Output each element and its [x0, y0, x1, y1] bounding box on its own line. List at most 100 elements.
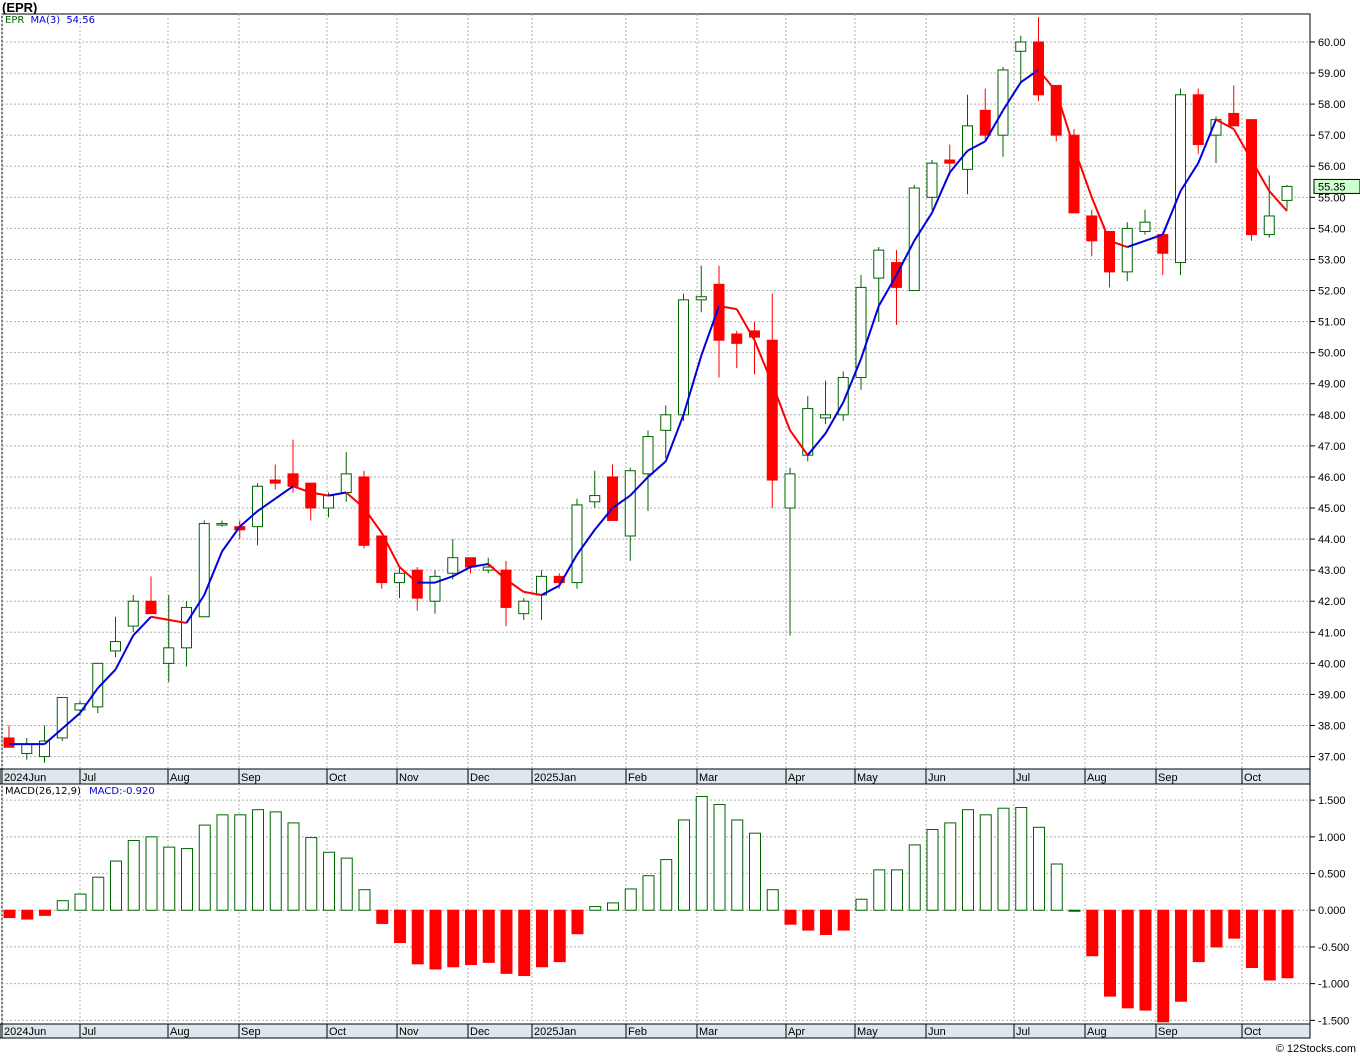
- ma-line-segment: [913, 212, 933, 242]
- ma-line-segment: [1232, 128, 1253, 161]
- macd-tick-label: -1.000: [1318, 979, 1349, 991]
- ma-line-segment: [43, 727, 63, 745]
- macd-bar: [411, 909, 424, 965]
- ma-line-segment: [611, 494, 631, 509]
- date-tick-label: Sep: [241, 772, 261, 784]
- macd-bar: [553, 909, 566, 963]
- candle-body: [1228, 112, 1240, 127]
- candle-body: [553, 575, 565, 584]
- candle-body: [56, 697, 68, 739]
- ma-line-segment: [860, 305, 880, 360]
- price-tick-label: 42.00: [1318, 596, 1346, 608]
- date-tick-label: Jul: [1016, 772, 1030, 784]
- ma-line-segment: [541, 584, 560, 596]
- macd-bar: [21, 909, 34, 920]
- macd-bar: [660, 859, 673, 911]
- macd-bar: [873, 869, 886, 911]
- candle-body: [127, 600, 139, 627]
- candle-body: [1121, 227, 1133, 273]
- candle-body: [305, 482, 317, 509]
- macd-bar: [323, 851, 335, 911]
- macd-bar: [429, 909, 442, 970]
- macd-bar: [695, 795, 708, 911]
- legend-ma-label: MA(3): [30, 15, 61, 26]
- macd-y-axis: -1.500 -1.000 -0.500 0.000 0.500 1.000 1.500: [1310, 795, 1349, 1027]
- ma-line-segment: [61, 712, 81, 730]
- macd-bar: [340, 857, 353, 911]
- candle-body: [820, 414, 831, 419]
- candle-body: [571, 504, 583, 584]
- macd-bar: [465, 909, 477, 966]
- price-tick-label: 53.00: [1318, 254, 1346, 266]
- macd-bar: [908, 844, 921, 911]
- price-tick-label: 43.00: [1318, 565, 1346, 577]
- candle-body: [802, 408, 814, 456]
- macd-bar: [110, 860, 122, 911]
- candle-body: [376, 535, 388, 584]
- date-tick-label: Sep: [241, 1026, 261, 1038]
- macd-bar: [642, 875, 655, 911]
- date-axis-bottom: 2024Jun Jul Aug Sep Oct Nov Dec 2025Jan Feb Mar Ap…: [0, 1023, 1311, 1039]
- macd-bar: [1246, 909, 1258, 968]
- ma-line-segment: [150, 615, 169, 621]
- macd-tick-label: 0.000: [1318, 905, 1346, 917]
- macd-bar: [252, 809, 264, 911]
- candle-body: [269, 479, 281, 484]
- macd-bar: [607, 902, 619, 911]
- price-tick-label: 58.00: [1318, 99, 1346, 111]
- macd-bar: [891, 869, 903, 911]
- price-tick-label: 55.00: [1318, 192, 1346, 204]
- macd-bar: [1104, 909, 1116, 997]
- ma-line-segment: [434, 575, 454, 584]
- date-tick-label: Aug: [170, 772, 190, 784]
- macd-bar: [518, 909, 531, 977]
- ma-line-segment: [132, 616, 152, 637]
- ma-line-segment: [753, 339, 774, 385]
- ma-line-segment: [806, 432, 827, 456]
- ma-line-segment: [895, 240, 916, 276]
- macd-tick-label: 1.500: [1318, 795, 1346, 807]
- ma-line-segment: [1055, 91, 1075, 148]
- ma-line-segment: [328, 491, 347, 497]
- ma-line-segment: [256, 497, 276, 512]
- last-price-label: 55.35: [1318, 181, 1346, 193]
- ma-line-segment: [1109, 239, 1128, 248]
- candle-body: [3, 737, 15, 748]
- date-tick-label: Feb: [628, 772, 647, 784]
- macd-bar: [376, 909, 389, 924]
- ma-line-segment: [789, 429, 809, 456]
- candle-body: [110, 641, 121, 652]
- macd-bar: [358, 889, 371, 911]
- macd-bar: [181, 848, 193, 911]
- candle-body: [1068, 134, 1080, 214]
- macd-bar: [74, 893, 87, 911]
- ma-line-segment: [1126, 239, 1146, 248]
- legend-symbol: EPR: [5, 15, 25, 26]
- macd-legend-value: MACD:-0.920: [89, 786, 155, 797]
- ma-line-segment: [967, 140, 986, 152]
- macd-bar: [589, 906, 602, 911]
- date-tick-label: Oct: [329, 772, 346, 784]
- macd-bar: [1121, 909, 1134, 1009]
- candle-body: [660, 414, 672, 431]
- macd-histogram: [3, 795, 1294, 1023]
- date-band: [0, 768, 1311, 785]
- macd-bar: [39, 909, 51, 916]
- macd-bar: [784, 909, 797, 925]
- ma-line-segment: [487, 563, 507, 581]
- candle-body: [92, 662, 104, 708]
- date-tick-label: 2025Jan: [534, 772, 576, 784]
- ma-line-segment: [380, 532, 401, 568]
- ma-line-segment: [310, 491, 329, 497]
- ma-line-segment: [470, 562, 489, 569]
- ma-line-segment: [629, 476, 649, 497]
- candle-body: [695, 296, 707, 301]
- macd-bar: [678, 819, 690, 911]
- macd-bar: [287, 822, 300, 911]
- ma-line-segment: [523, 590, 542, 596]
- ma-line-segment: [452, 566, 471, 578]
- ma-line-segment: [948, 150, 969, 174]
- ma-line-segment: [398, 566, 418, 584]
- ma-line-segment: [114, 634, 135, 671]
- candle-body: [997, 69, 1009, 136]
